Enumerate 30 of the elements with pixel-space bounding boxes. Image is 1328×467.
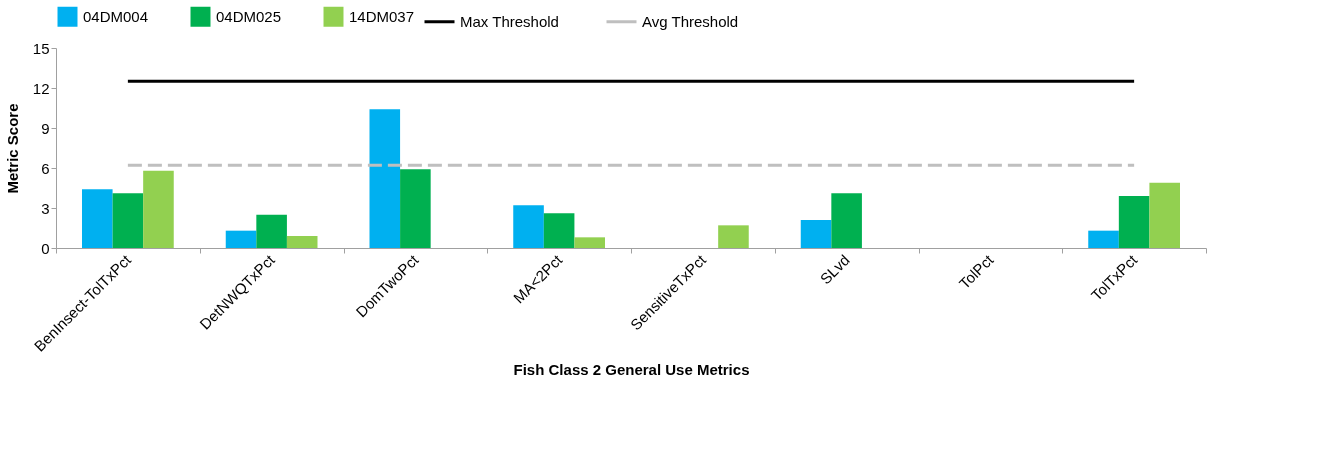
- y-axis-title: Metric Score: [3, 103, 21, 194]
- bar: [574, 237, 605, 248]
- y-tick-label: 12: [32, 79, 50, 97]
- y-tick-label: 6: [41, 159, 50, 177]
- bar: [225, 230, 257, 248]
- x-axis-title: Fish Class 2 General Use Metrics: [513, 360, 750, 378]
- bar: [400, 169, 431, 248]
- y-tick-label: 3: [41, 199, 50, 217]
- legend-label: 14DM037: [349, 7, 415, 25]
- bar: [286, 236, 318, 248]
- bar: [112, 193, 144, 248]
- bar: [543, 213, 575, 248]
- y-tick-label: 0: [41, 239, 50, 257]
- legend-label: Avg Threshold: [642, 12, 739, 30]
- bar: [800, 220, 832, 248]
- bar: [82, 189, 113, 248]
- bar: [256, 214, 287, 248]
- bar: [831, 193, 862, 248]
- bar: [513, 205, 544, 248]
- bar: [369, 109, 401, 248]
- legend-label: 04DM025: [216, 7, 282, 25]
- bar: [1088, 230, 1119, 248]
- bar: [143, 170, 174, 248]
- bar: [718, 225, 749, 248]
- y-tick-label: 9: [41, 119, 50, 137]
- y-tick-label: 15: [32, 39, 50, 57]
- legend-label: Max Threshold: [460, 12, 559, 30]
- bar: [1149, 182, 1180, 248]
- legend-label: 04DM004: [83, 7, 149, 25]
- bar: [1118, 196, 1150, 248]
